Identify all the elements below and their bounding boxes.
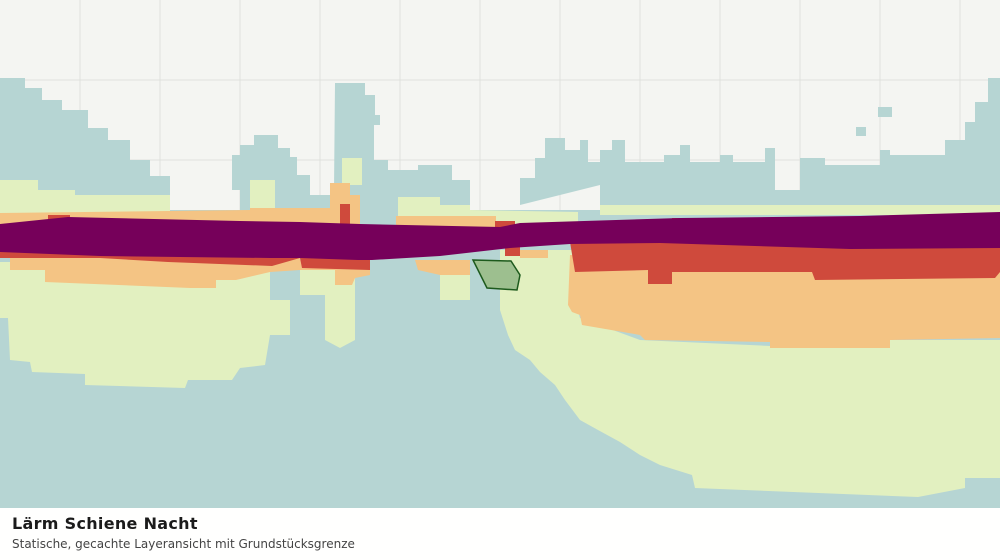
noise-zone-very-high: [0, 212, 1000, 260]
map-title: Lärm Schiene Nacht: [12, 514, 198, 533]
map-subtitle: Statische, gecachte Layeransicht mit Gru…: [12, 537, 355, 551]
map: [0, 0, 1000, 508]
caption-bar: Lärm Schiene Nacht Statische, gecachte L…: [0, 508, 1000, 560]
noise-zone-medium-low: [0, 158, 1000, 497]
parcel-boundary: [471, 259, 521, 291]
